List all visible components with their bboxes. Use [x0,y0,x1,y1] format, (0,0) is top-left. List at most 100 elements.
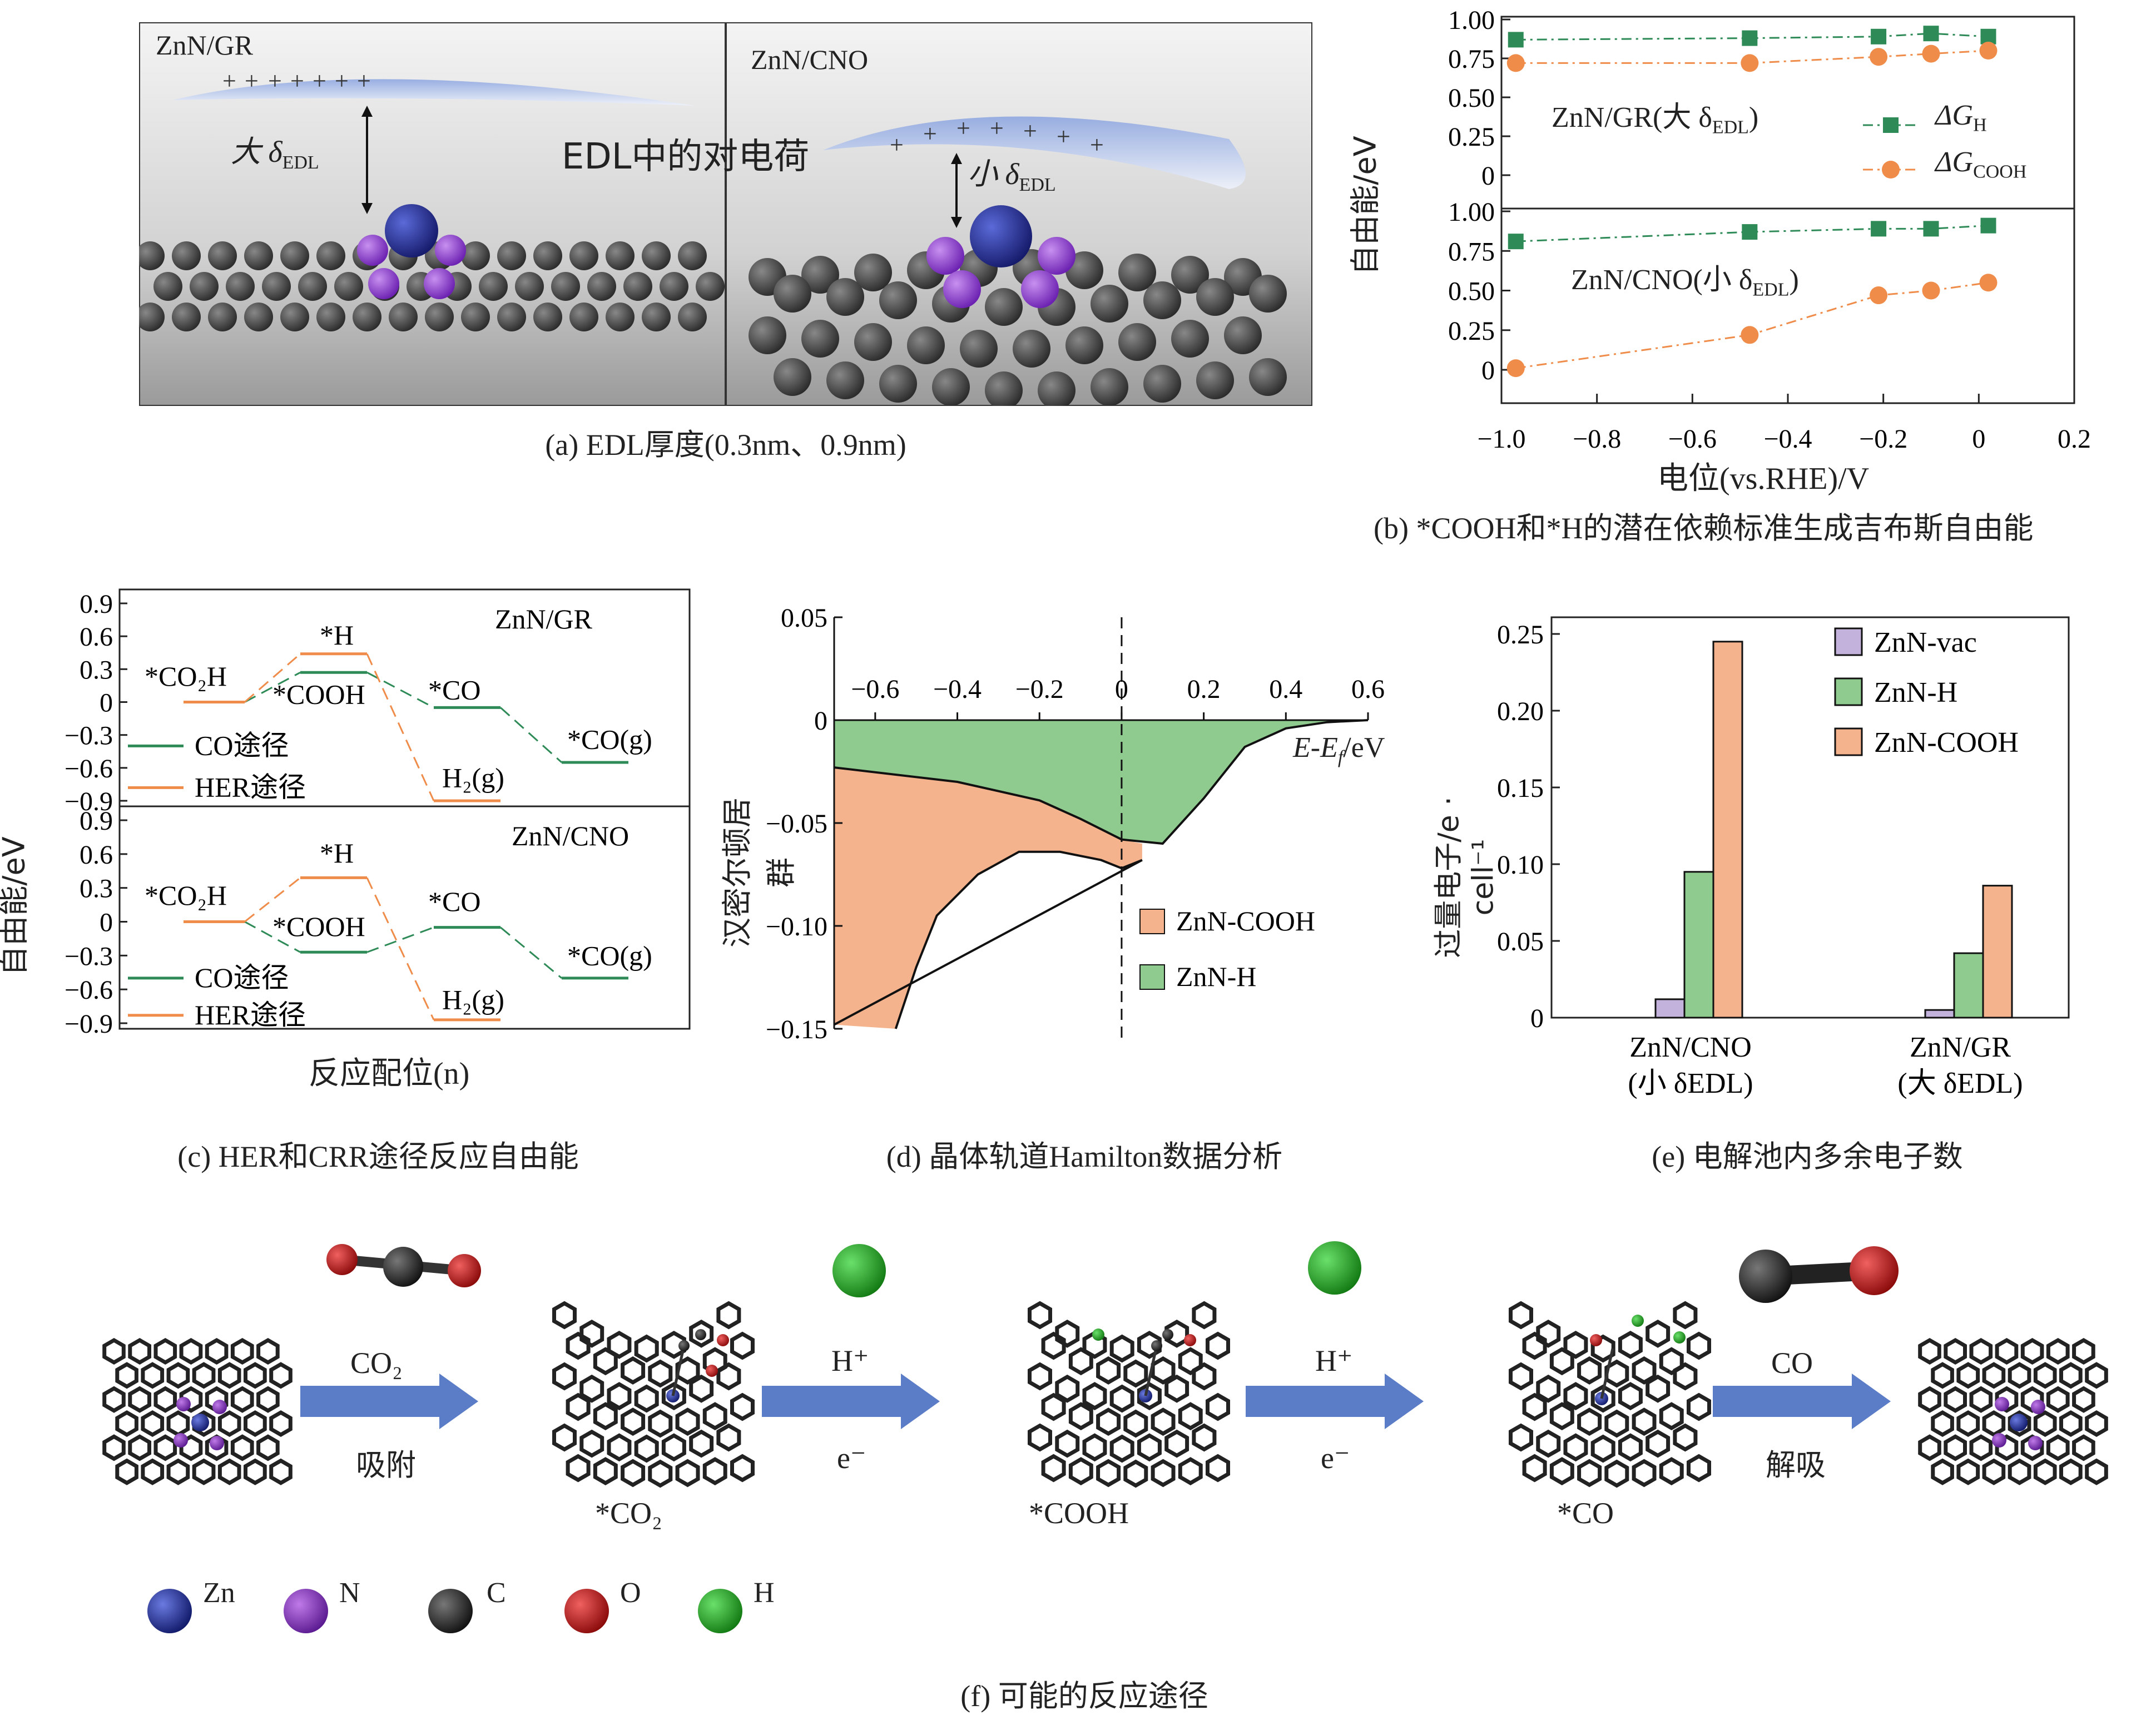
legend-n: N [339,1577,360,1609]
legend-label-co: CO途径 [195,962,289,993]
hexagon [648,1359,673,1388]
subplot-title: ZnN/GR [495,603,593,635]
hexagon [2008,1362,2031,1389]
carbon-atom [854,323,892,361]
hexagon [102,1386,126,1413]
y-tick-label: −0.6 [65,975,113,1005]
legend-zn: Zn [203,1577,235,1609]
carbon-atom [678,303,707,331]
graphene-lattice [1028,1301,1230,1488]
carbon-atom [1151,1340,1162,1351]
carbon-atom [1171,320,1209,358]
label-h2g: H₂(g) [442,984,504,1015]
hydrogen-atom [1632,1315,1644,1327]
data-point-dgcooh [1506,359,1525,378]
nitrogen-atom [926,237,964,275]
hexagon [1109,1334,1134,1363]
graphene-lattice [1918,1337,2108,1485]
carbon-atom [1224,316,1262,354]
hexagon [1944,1337,1967,1365]
hexagon [1055,1429,1080,1458]
carbon-atom [551,272,580,301]
label-small-delta: 小 δEDL [968,157,1056,195]
carbon-atom [1162,1329,1173,1340]
hexagon [2072,1386,2095,1413]
hexagon [1577,1459,1602,1488]
co-connector [366,926,434,953]
graphene-lattice [102,1337,293,1485]
carbon-atom [1196,278,1234,316]
y-tick-label: 0.9 [80,589,113,619]
plus-sign: + [890,131,904,158]
panel-b-ylabel: 自由能/eV [1347,136,1383,275]
x-tick-label: 0.2 [1187,675,1221,704]
data-point-dgh [1871,28,1887,44]
x-tick-label: −1.0 [1477,424,1525,454]
hexagon [648,1409,673,1438]
plus-sign: + [357,67,371,95]
chart-c: 0.90.60.30−0.3−0.6−0.9*CO₂H*H*COOH *CO*CO… [65,588,691,1039]
nitrogen-atom [176,1397,191,1411]
carbon-atom [879,281,917,319]
nitrogen-atom [1995,1397,2009,1411]
reaction-arrow [1713,1386,1852,1417]
hexagon [1969,1337,1993,1365]
carbon-atom [1091,285,1128,323]
oxygen-atom [448,1254,481,1287]
reaction-arrowhead [1852,1374,1891,1429]
carbon-atom [1143,281,1181,319]
hexagon [1659,1457,1684,1485]
hexagon [2046,1434,2070,1461]
hexagon [1918,1337,1941,1365]
plus-sign: + [923,120,937,147]
carbon-atom [497,241,526,270]
data-point-dgh [1508,32,1524,48]
carbon-atom [696,272,725,301]
hexagon [1206,1392,1230,1421]
hexagon [1068,1402,1093,1431]
hexagon [1549,1402,1574,1431]
hexagon [141,1410,165,1438]
zinc-atom [970,205,1032,267]
plot-frame [118,588,691,1030]
nitrogen-atom [1021,270,1059,308]
y-tick-label: −0.9 [65,1009,113,1039]
hexagon [1164,1374,1189,1403]
hexagon [1096,1407,1121,1436]
hexagon [1041,1454,1066,1483]
hexagon [1563,1382,1588,1410]
carbon-atom [774,358,811,396]
label-cog: *CO(g) [567,940,652,971]
data-point-dgh [1923,221,1939,237]
hexagon [217,1458,241,1485]
caption-f: (f) 可能的反应途径 [960,1679,1208,1713]
carbon-atom [190,272,219,301]
plus-sign: + [245,67,259,95]
carbon-atom [172,303,201,331]
hexagon [166,1458,190,1485]
carbon-atom [497,303,526,331]
hexagon [1028,1301,1052,1330]
carbon-atom [623,272,652,301]
oxygen-atom [706,1365,718,1377]
hexagon [593,1347,618,1376]
hexagon [579,1429,604,1458]
hexagon [1590,1384,1615,1413]
hexagon [1192,1301,1217,1330]
hexagon [1969,1386,1993,1413]
carbon-atom [280,241,309,270]
y-tick-label: 0.75 [1448,44,1495,74]
panel-b-bottom-label: ZnN/CNO(小 δEDL) [1571,264,1799,300]
hexagon [102,1434,126,1461]
label-edl-charge: EDL中的对电荷 [562,136,810,177]
hexagon [141,1458,165,1485]
hexagon [2085,1362,2108,1389]
hexagon [1687,1454,1711,1483]
carbon-atom [749,316,786,354]
category-label: ZnN/GR [1910,1032,2011,1063]
chart-b: 0 0.25 0.50 0.75 1.00 0 0.25 0.50 0.75 1.00 −1.0 −0… [1448,6,2091,454]
hexagon [1563,1330,1588,1359]
step2-top: H⁺ [831,1344,869,1377]
hexagon [1192,1423,1217,1452]
y-tick-label: 0.3 [80,655,113,685]
